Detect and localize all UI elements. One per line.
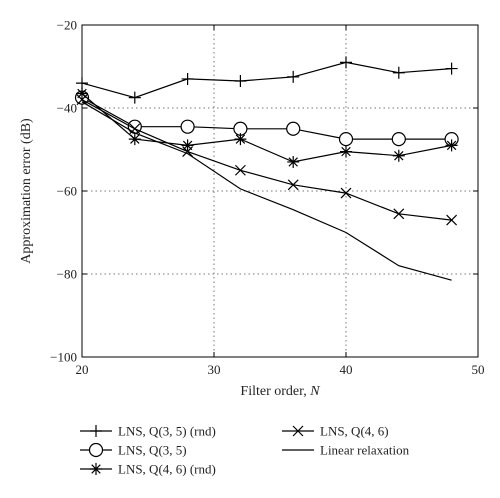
x-marker bbox=[287, 179, 299, 191]
series-3 bbox=[76, 87, 458, 168]
plus-marker bbox=[90, 425, 102, 437]
plus-marker bbox=[76, 77, 88, 90]
y-axis-title: Approximation error (dB) bbox=[19, 118, 34, 264]
circle-marker bbox=[338, 132, 354, 147]
grid bbox=[82, 25, 478, 357]
legend-label: LNS, Q(3, 5) (rnd) bbox=[118, 424, 216, 439]
asterisk-marker bbox=[76, 87, 88, 100]
circle-marker bbox=[391, 132, 406, 147]
x-tick-label: 50 bbox=[472, 362, 485, 377]
asterisk-marker bbox=[181, 139, 194, 152]
x-tick-label: 40 bbox=[340, 362, 353, 377]
asterisk-marker bbox=[340, 145, 352, 158]
series-4 bbox=[76, 94, 458, 226]
x-marker bbox=[76, 94, 88, 106]
legend-label: LNS, Q(3, 5) bbox=[118, 443, 187, 458]
x-marker bbox=[446, 214, 458, 226]
y-tick-label: −80 bbox=[57, 267, 77, 282]
axis-ticks: 20 30 40 50 −20 −40 −60 −80 −100 bbox=[50, 18, 484, 378]
series-group bbox=[74, 56, 459, 281]
x-marker bbox=[129, 123, 141, 135]
legend-item-5: Linear relaxation bbox=[282, 443, 410, 458]
series-line bbox=[81, 61, 452, 99]
legend-label: LNS, Q(4, 6) (rnd) bbox=[118, 462, 216, 477]
x-marker bbox=[340, 187, 352, 199]
plus-marker bbox=[128, 91, 141, 104]
x-marker bbox=[182, 146, 194, 157]
circle-marker bbox=[88, 442, 104, 458]
x-marker bbox=[234, 164, 246, 176]
series-line bbox=[81, 97, 452, 140]
x-tick-label: 20 bbox=[76, 362, 89, 377]
legend-label: Linear relaxation bbox=[320, 443, 410, 458]
plus-marker bbox=[234, 75, 247, 88]
circle-marker bbox=[286, 121, 301, 136]
y-tick-label: −100 bbox=[50, 350, 77, 365]
plus-marker bbox=[287, 70, 300, 83]
legend-item-1: LNS, Q(3, 5) (rnd) bbox=[80, 424, 216, 439]
series-line bbox=[81, 93, 452, 163]
asterisk-marker bbox=[445, 139, 458, 152]
x-axis-title: Filter order, N bbox=[240, 384, 320, 399]
x-marker bbox=[292, 425, 304, 437]
legend-label: LNS, Q(4, 6) bbox=[320, 424, 389, 439]
y-tick-label: −40 bbox=[57, 101, 77, 116]
plus-marker bbox=[181, 72, 194, 85]
plus-marker bbox=[445, 62, 458, 75]
x-marker bbox=[393, 208, 405, 220]
legend: LNS, Q(3, 5) (rnd) LNS, Q(3, 5) LNS, Q(4, … bbox=[80, 424, 410, 477]
asterisk-marker bbox=[234, 133, 247, 146]
plus-marker bbox=[392, 66, 405, 79]
series-5 bbox=[81, 101, 452, 281]
asterisk-marker bbox=[392, 149, 405, 162]
series-line bbox=[81, 101, 452, 281]
series-line bbox=[81, 99, 452, 221]
asterisk-marker bbox=[128, 133, 141, 146]
legend-item-4: LNS, Q(4, 6) bbox=[282, 424, 389, 439]
legend-item-2: LNS, Q(3, 5) bbox=[80, 443, 187, 458]
asterisk-marker bbox=[90, 463, 102, 475]
series-1 bbox=[76, 56, 458, 104]
y-tick-label: −60 bbox=[57, 184, 77, 199]
asterisk-marker bbox=[287, 155, 300, 168]
y-tick-label: −20 bbox=[57, 18, 77, 33]
legend-item-3: LNS, Q(4, 6) (rnd) bbox=[80, 462, 216, 477]
circle-marker bbox=[180, 119, 195, 134]
x-tick-label: 30 bbox=[208, 362, 221, 377]
plus-marker bbox=[340, 56, 352, 69]
